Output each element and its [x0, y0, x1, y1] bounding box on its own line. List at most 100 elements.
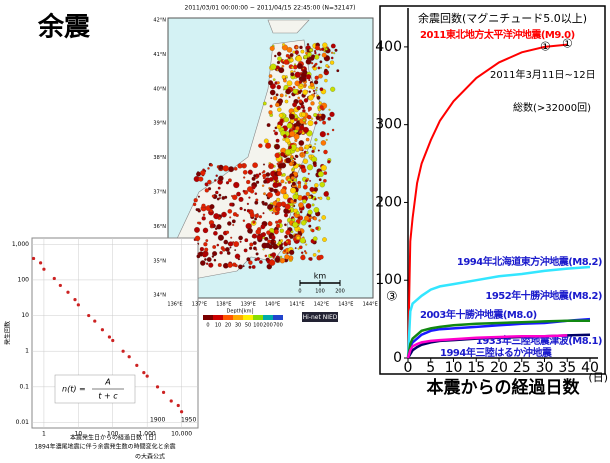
map-dot	[262, 101, 267, 106]
map-dot	[305, 51, 309, 55]
series-label: 1994年北海道東方沖地震(M8.2)	[457, 255, 602, 268]
map-dot	[261, 242, 268, 249]
map-dot	[216, 243, 220, 247]
map-dot	[280, 255, 283, 258]
y-tick-label: 300	[375, 117, 402, 133]
map-dot	[254, 213, 259, 218]
map-dot	[284, 181, 287, 184]
map-dot	[299, 237, 306, 244]
map-dot	[309, 145, 312, 148]
map-dot	[214, 179, 217, 182]
lat-label: 35°N	[153, 258, 166, 264]
map-dot	[266, 230, 271, 235]
x-tick-label: 30	[536, 360, 554, 376]
map-dot	[284, 94, 288, 97]
point	[111, 338, 115, 343]
map-dot	[264, 236, 269, 241]
logo: Hi-net NIED	[303, 314, 338, 321]
map-dot	[285, 75, 288, 78]
map-dot	[278, 239, 281, 242]
map-dot	[263, 192, 266, 196]
map-dot	[252, 233, 258, 239]
map-dot	[281, 65, 285, 68]
map-dot	[249, 230, 253, 234]
map-dot	[264, 254, 268, 258]
map-dot	[311, 149, 315, 153]
colorbar-cell	[243, 315, 253, 320]
map-dot	[301, 251, 304, 254]
map-dot	[287, 56, 291, 60]
map-dot	[232, 224, 235, 227]
map-dot	[316, 95, 321, 100]
map-dot	[285, 157, 292, 164]
map-dot	[253, 174, 257, 178]
map-dot	[269, 89, 276, 96]
map-dot	[320, 66, 322, 69]
map-dot	[290, 155, 294, 159]
x-tick-label: 15	[467, 360, 485, 376]
map-dot	[217, 263, 222, 268]
chart-frame	[379, 5, 606, 375]
map-dot	[266, 123, 271, 127]
x-tick-label: 5	[426, 360, 435, 376]
map-dot	[212, 251, 218, 257]
formula-den: t + c	[98, 392, 118, 401]
map-dot	[298, 99, 303, 104]
map-dot	[290, 72, 295, 77]
annotation: ①	[562, 37, 573, 51]
map-dot	[317, 149, 320, 152]
map-dot	[268, 80, 274, 86]
map-dot	[282, 88, 285, 91]
map-dot	[243, 208, 247, 212]
map-dot	[229, 216, 232, 219]
map-dot	[222, 248, 226, 252]
map-dot	[241, 163, 245, 167]
point	[31, 256, 36, 261]
map-dot	[246, 208, 251, 213]
map-dot	[292, 102, 298, 108]
map-dot	[248, 196, 251, 199]
point	[176, 403, 180, 408]
map-dot	[318, 219, 321, 222]
colorbar-tick-label: 700	[273, 323, 283, 329]
colorbar-cell	[253, 315, 263, 320]
map-dot	[290, 118, 295, 124]
map-dot	[218, 175, 224, 181]
map-dot	[298, 229, 301, 232]
point	[179, 410, 184, 414]
map-dot	[227, 221, 232, 226]
map-dot	[284, 223, 287, 227]
map-dot	[311, 62, 314, 65]
map-dot	[293, 133, 300, 140]
y-tick-label: 10	[21, 312, 29, 319]
map-dot	[192, 202, 197, 207]
map-dot	[225, 230, 230, 234]
map-dot	[196, 171, 201, 177]
map-dot	[330, 86, 336, 92]
point	[42, 267, 46, 271]
series-line	[406, 334, 568, 359]
map-dot	[305, 58, 312, 65]
lat-label: 42°N	[153, 18, 166, 24]
map-dot	[238, 235, 243, 241]
annotation: 1950	[181, 417, 196, 424]
map-dot	[204, 188, 209, 193]
y-tick-label: 100	[18, 276, 30, 283]
map-dot	[270, 253, 273, 257]
map-dot	[308, 79, 311, 82]
map-dot	[286, 240, 289, 243]
map-dot	[314, 80, 319, 85]
map-dot	[201, 216, 206, 221]
map-dot	[261, 171, 264, 174]
map-dot	[282, 138, 286, 141]
map-dot	[275, 206, 281, 212]
map-dot	[252, 220, 256, 224]
point	[121, 349, 125, 353]
map-dot	[298, 140, 305, 146]
map-dot	[304, 182, 308, 185]
map-dot	[311, 54, 316, 59]
map-dot	[300, 49, 305, 54]
map-dot	[285, 149, 292, 156]
map-dot	[254, 200, 259, 205]
map-title: 2011/03/01 00:00:00 ~ 2011/04/15 22:45:0…	[185, 5, 356, 12]
